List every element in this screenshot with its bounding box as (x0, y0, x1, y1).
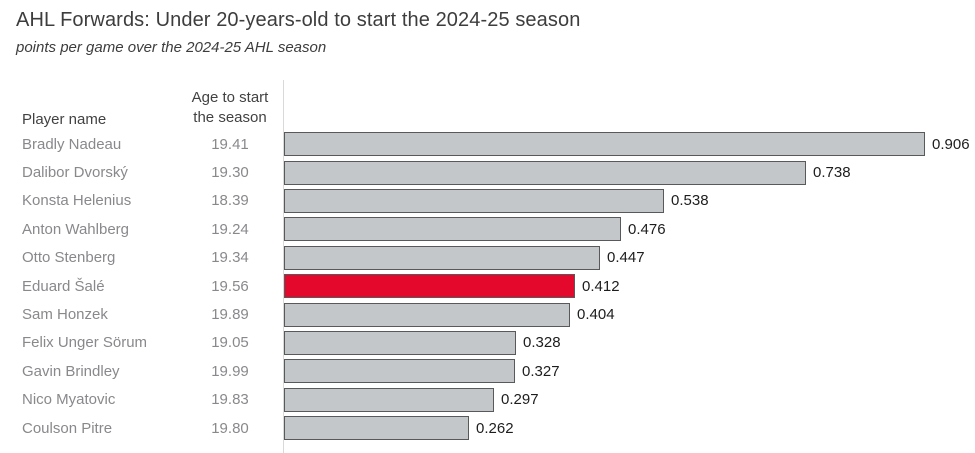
player-name: Dalibor Dvorský (22, 164, 128, 182)
bar-wrap: 0.738 (284, 160, 851, 185)
bar (284, 245, 600, 270)
table-row: Coulson Pitre 19.80 0.262 (16, 414, 971, 442)
column-headers: Player name Age to start the season (16, 80, 280, 129)
bar-value-label: 0.412 (582, 277, 620, 295)
player-name: Konsta Helenius (22, 192, 132, 210)
bar-value-label: 0.262 (476, 419, 514, 437)
bar (284, 359, 515, 384)
player-name: Felix Unger Sörum (22, 334, 148, 352)
page-subtitle: points per game over the 2024-25 AHL sea… (16, 39, 327, 56)
bar-value-label: 0.404 (577, 306, 615, 324)
bar-value-label: 0.538 (671, 192, 709, 210)
table-row: Dalibor Dvorský 19.30 0.738 (16, 158, 971, 186)
player-age: 19.89 (211, 306, 249, 324)
bar-value-label: 0.447 (607, 249, 645, 267)
bar-value-label: 0.476 (628, 220, 666, 238)
bar-wrap: 0.328 (284, 330, 561, 355)
table-row: Eduard Šalé 19.56 0.412 (16, 272, 971, 300)
player-name: Nico Myatovic (22, 391, 116, 409)
bar-wrap: 0.404 (284, 302, 615, 327)
page-title: AHL Forwards: Under 20-years-old to star… (16, 9, 581, 31)
bar-wrap: 0.538 (284, 188, 709, 213)
player-age: 19.34 (211, 249, 249, 267)
player-name: Gavin Brindley (22, 362, 120, 380)
table-row: Otto Stenberg 19.34 0.447 (16, 244, 971, 272)
table-row: Konsta Helenius 18.39 0.538 (16, 187, 971, 215)
bar (284, 387, 494, 412)
bar-value-label: 0.297 (501, 391, 539, 409)
bar-wrap: 0.476 (284, 217, 666, 242)
bar-highlighted (284, 274, 575, 299)
player-name: Sam Honzek (22, 306, 108, 324)
player-age: 19.83 (211, 391, 249, 409)
bar-value-label: 0.327 (522, 362, 560, 380)
bar-wrap: 0.447 (284, 245, 645, 270)
bar (284, 302, 570, 327)
table-row: Sam Honzek 19.89 0.404 (16, 300, 971, 328)
bar (284, 188, 664, 213)
col-header-player-name: Player name (22, 111, 107, 128)
player-age: 19.05 (211, 334, 249, 352)
bar-wrap: 0.412 (284, 274, 620, 299)
player-name: Bradly Nadeau (22, 135, 122, 153)
bar (284, 416, 469, 441)
player-age: 19.41 (211, 135, 249, 153)
player-name: Eduard Šalé (22, 277, 105, 295)
bar-value-label: 0.328 (523, 334, 561, 352)
bar-wrap: 0.262 (284, 416, 514, 441)
bar-wrap: 0.327 (284, 359, 560, 384)
player-age: 19.99 (211, 362, 249, 380)
bar-chart: Player name Age to start the season Brad… (16, 80, 971, 453)
player-age: 19.56 (211, 277, 249, 295)
player-name: Coulson Pitre (22, 419, 113, 437)
player-name: Anton Wahlberg (22, 220, 130, 238)
table-row: Bradly Nadeau 19.41 0.906 (16, 130, 971, 158)
player-name: Otto Stenberg (22, 249, 116, 267)
y-axis-line (283, 80, 284, 453)
player-age: 19.24 (211, 220, 249, 238)
table-row: Felix Unger Sörum 19.05 0.328 (16, 329, 971, 357)
bar-wrap: 0.297 (284, 387, 539, 412)
bar-value-label: 0.738 (813, 164, 851, 182)
col-header-age: Age to start the season (191, 88, 269, 126)
bar (284, 217, 621, 242)
table-row: Gavin Brindley 19.99 0.327 (16, 357, 971, 385)
chart-rows: Bradly Nadeau 19.41 0.906 Dalibor Dvorský 19… (16, 130, 971, 442)
table-row: Nico Myatovic 19.83 0.297 (16, 386, 971, 414)
bar-wrap: 0.906 (284, 132, 970, 157)
bar-value-label: 0.906 (932, 135, 970, 153)
player-age: 18.39 (211, 192, 249, 210)
bar (284, 330, 516, 355)
player-age: 19.30 (211, 164, 249, 182)
player-age: 19.80 (211, 419, 249, 437)
bar (284, 132, 925, 157)
table-row: Anton Wahlberg 19.24 0.476 (16, 215, 971, 243)
bar (284, 160, 806, 185)
